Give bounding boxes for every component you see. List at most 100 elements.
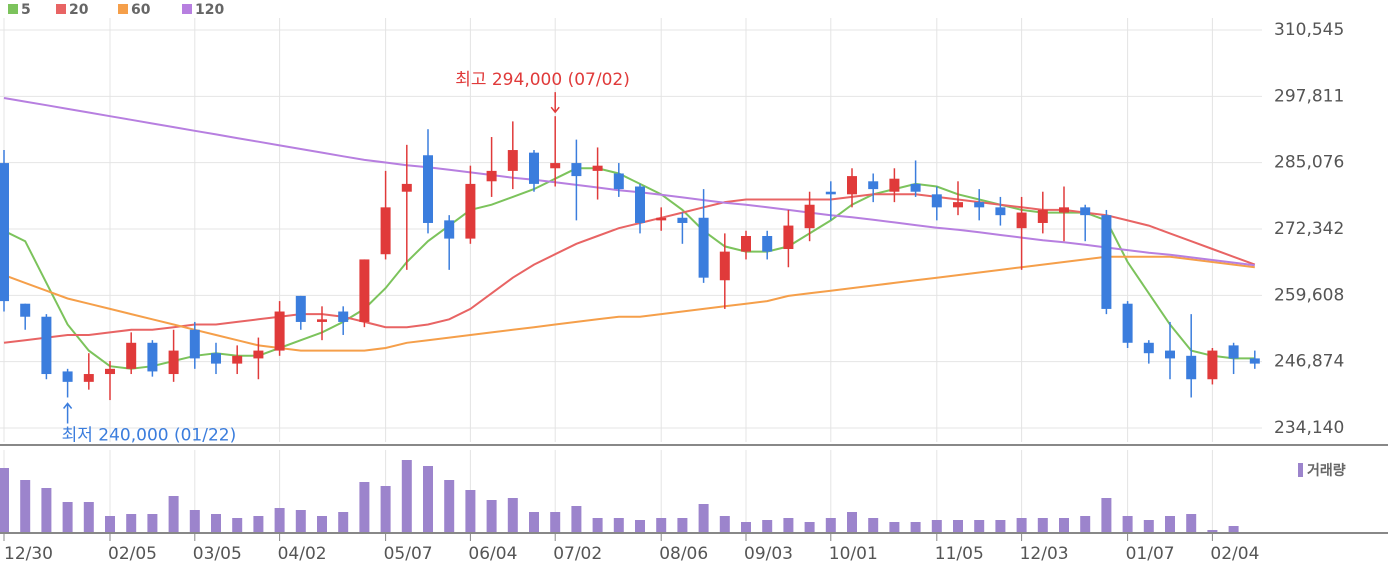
volume-bar: [868, 518, 879, 532]
candle-body: [931, 194, 942, 208]
y-tick-label: 310,545: [1274, 20, 1344, 40]
y-tick-label: 272,342: [1274, 219, 1344, 239]
candle-body: [762, 235, 773, 252]
candle-body: [613, 173, 624, 190]
legend-swatch: [56, 4, 66, 14]
candle-body: [550, 163, 561, 169]
y-tick-label: 285,076: [1274, 153, 1344, 173]
candle-body: [592, 165, 603, 171]
volume-bar: [1143, 520, 1154, 532]
volume-bar: [825, 518, 836, 532]
candle-body: [1143, 342, 1154, 354]
candle-body: [465, 183, 476, 239]
volume-bar: [550, 512, 561, 532]
x-tick-label: 10/01: [829, 544, 878, 564]
candle-body: [1249, 358, 1260, 364]
volume-bar: [889, 522, 900, 532]
volume-bar: [974, 520, 985, 532]
volume-bar: [147, 514, 158, 532]
candle-body: [910, 183, 921, 192]
volume-bar: [211, 514, 221, 532]
volume-panel: [0, 460, 1239, 532]
x-tick-label: 06/04: [468, 544, 517, 564]
candle-body: [295, 295, 306, 322]
volume-bar: [804, 522, 815, 532]
volume-bar: [656, 518, 667, 532]
volume-bar: [1207, 530, 1218, 532]
volume-bar: [423, 466, 433, 532]
candle-body: [974, 202, 985, 208]
volume-bar: [105, 516, 115, 532]
volume-bar: [507, 498, 518, 532]
volume-bar: [20, 480, 31, 532]
y-tick-label: 246,874: [1274, 352, 1344, 372]
volume-bar: [126, 514, 137, 532]
volume-bar: [444, 480, 455, 532]
candles: [0, 116, 1260, 401]
candle-body: [1186, 355, 1197, 380]
candle-body: [1101, 215, 1112, 309]
candle-body: [1059, 207, 1069, 213]
volume-bar: [677, 518, 688, 532]
annotation: 최저 240,000 (01/22): [62, 425, 237, 445]
x-tick-label: 02/05: [108, 544, 157, 564]
volume-bar: [719, 516, 730, 532]
candle-body: [62, 371, 73, 382]
volume-bar: [189, 510, 200, 532]
ma-line: [3, 255, 1255, 352]
x-tick-label: 02/04: [1210, 544, 1259, 564]
candle-body: [656, 217, 667, 221]
candle-body: [507, 150, 518, 171]
candle-body: [635, 186, 645, 223]
candle-body: [1016, 212, 1027, 229]
legend-swatch: [8, 4, 18, 14]
x-tick-label: 03/05: [193, 544, 242, 564]
volume-bar: [847, 512, 857, 532]
x-tick-label: 08/06: [659, 544, 708, 564]
candle-body: [1228, 345, 1239, 359]
candle-body: [847, 176, 857, 195]
candle-body: [83, 374, 94, 382]
volume-bar: [1037, 518, 1048, 532]
candle-body: [338, 311, 349, 322]
volume-bar: [1101, 498, 1112, 532]
volume-bar: [62, 502, 73, 532]
legend-swatch: [1298, 463, 1303, 477]
candle-body: [168, 350, 179, 375]
x-tick-label: 12/03: [1020, 544, 1069, 564]
candle-body: [253, 350, 264, 359]
candle-body: [147, 342, 158, 372]
volume-bar: [232, 518, 243, 532]
candle-body: [571, 163, 582, 177]
annotation: 최고 294,000 (07/02): [455, 70, 630, 90]
candle-body: [232, 355, 243, 364]
volume-bar: [465, 490, 476, 532]
annotation-arrow: [550, 92, 560, 114]
volume-bar: [1186, 514, 1197, 532]
volume-bar: [741, 522, 751, 532]
volume-bar: [0, 468, 9, 532]
volume-bar: [762, 520, 773, 532]
candle-body: [444, 220, 455, 239]
x-tick-label: 01/07: [1126, 544, 1175, 564]
x-tick-label: 09/03: [744, 544, 793, 564]
candle-body: [889, 178, 900, 192]
volume-bar: [953, 520, 963, 532]
volume-bar: [1080, 516, 1091, 532]
volume-bar: [274, 508, 285, 532]
candle-body: [677, 217, 688, 223]
volume-bar: [41, 488, 52, 532]
legend-label: 120: [195, 2, 224, 18]
volume-bar: [1228, 526, 1239, 532]
labels: 234,140 246,874 259,608 272,342 285,076 297,8…: [3, 2, 1346, 564]
volume-bar: [783, 518, 794, 532]
volume-bar: [401, 460, 412, 532]
y-tick-label: 297,811: [1274, 86, 1344, 106]
candle-body: [1037, 209, 1048, 223]
candle-body: [825, 191, 836, 195]
ma-line: [3, 97, 1255, 267]
candle-body: [126, 342, 137, 369]
volume-bar: [295, 510, 306, 532]
volume-bar: [380, 486, 391, 532]
